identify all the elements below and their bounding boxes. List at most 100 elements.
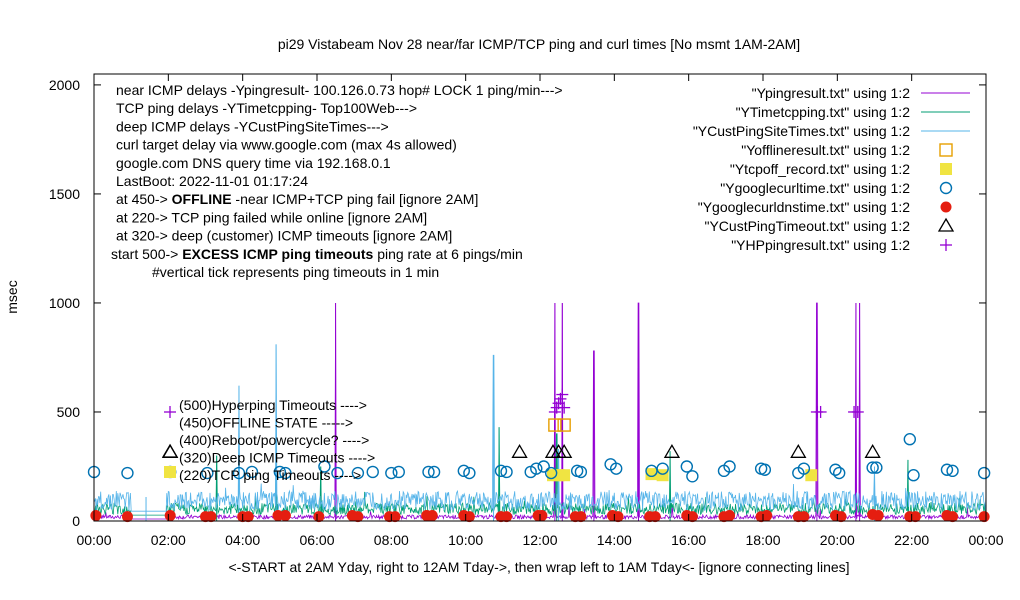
point-filled-circle-27	[649, 511, 661, 523]
legend-swatch-3	[939, 143, 953, 157]
point-open-circle-31	[686, 470, 699, 483]
point-open-circle-3	[201, 466, 214, 480]
point-plus-9	[851, 405, 864, 418]
point-filled-square-3	[645, 468, 658, 481]
marker-key-square	[164, 466, 176, 478]
point-open-square-1	[557, 418, 571, 432]
x-tick-label: 04:00	[225, 532, 260, 548]
point-open-circle-39	[832, 466, 846, 480]
legend-label-8: "YHPpingresult.txt" using 1:2	[731, 237, 910, 253]
point-filled-circle-23	[575, 511, 587, 523]
point-open-circle-40	[866, 461, 879, 474]
point-open-circle-22	[537, 460, 550, 473]
point-open-square-0	[548, 418, 562, 432]
point-open-circle-12	[385, 466, 398, 480]
point-open-circle-44	[940, 463, 954, 476]
x-tick-label: 22:00	[894, 532, 929, 548]
point-open-circle-21	[530, 462, 543, 475]
point-open-circle-4	[232, 466, 246, 480]
point-open-circle-45	[946, 464, 959, 478]
legend-label-1: "YTimetcpping.txt" using 1:2	[736, 104, 911, 120]
point-filled-circle-9	[313, 511, 325, 523]
y-tick-label: 1500	[49, 186, 80, 202]
point-open-circle-35	[758, 463, 772, 476]
point-open-triangle-1	[511, 444, 528, 458]
point-open-triangle-4	[556, 444, 573, 458]
note-line-2: deep ICMP delays -YCustPingSiteTimes--->	[116, 118, 389, 134]
point-filled-circle-41	[909, 511, 921, 523]
y-tick-label: 500	[57, 404, 81, 420]
point-open-circle-46	[977, 466, 991, 480]
point-filled-square-2	[558, 469, 571, 482]
point-filled-circle-2	[164, 510, 176, 522]
point-filled-circle-0	[90, 510, 102, 522]
point-open-circle-17	[463, 466, 476, 480]
marker-key-label-1: (450)OFFLINE STATE ----->	[179, 415, 353, 431]
point-open-circle-33	[723, 460, 736, 473]
point-filled-circle-11	[352, 511, 364, 523]
x-tick-label: 00:00	[76, 532, 111, 548]
point-filled-circle-31	[724, 510, 736, 522]
legend-label-7: "YCustPingTimeout.txt" using 1:2	[704, 218, 910, 234]
point-open-circle-13	[392, 465, 405, 479]
point-open-circle-6	[273, 465, 287, 479]
note-line-4: google.com DNS query time via 192.168.0.…	[116, 155, 391, 171]
point-open-triangle-7	[864, 444, 881, 458]
point-filled-circle-6	[242, 511, 254, 523]
note-line-9: start 500-> EXCESS ICMP ping timeouts pi…	[111, 246, 523, 262]
point-filled-circle-37	[835, 511, 847, 523]
legend-swatch-6	[940, 201, 952, 213]
point-open-circle-11	[366, 465, 379, 479]
point-filled-circle-35	[798, 511, 810, 523]
x-tick-label: 20:00	[820, 532, 855, 548]
axes-layer: 0 500 1000 1500 2000 00:00 02:00 04:00 06:00 08:0…	[49, 74, 1004, 548]
legend-label-4: "Ytcpoff_record.txt" using 1:2	[730, 161, 910, 177]
x-tick-label: 18:00	[745, 532, 780, 548]
x-axis-label: <-START at 2AM Yday, right to 12AM Tday-…	[228, 559, 849, 575]
legend-swatch-4	[940, 163, 952, 175]
point-open-triangle-5	[663, 444, 681, 458]
point-filled-square-4	[656, 469, 669, 482]
y-tick-label: 0	[72, 513, 80, 529]
x-tick-label: 00:00	[968, 532, 1003, 548]
marker-key-triangle	[161, 443, 179, 458]
legend-label-2: "YCustPingSiteTimes.txt" using 1:2	[693, 123, 910, 139]
point-filled-circle-43	[947, 511, 959, 523]
point-open-circle-23	[544, 466, 558, 480]
series-line-2	[93, 344, 987, 512]
marker-key-label-0: (500)Hyperping Timeouts ---->	[179, 397, 367, 413]
point-filled-circle-1	[121, 511, 133, 523]
legend-label-3: "Yofflineresult.txt" using 1:2	[741, 142, 910, 158]
point-open-circle-18	[494, 464, 508, 478]
x-tick-label: 16:00	[671, 532, 706, 548]
marker-key-plus	[164, 406, 176, 418]
point-open-circle-42	[903, 433, 917, 446]
annotation-layer: near ICMP delays -Ypingresult- 100.126.0…	[111, 82, 563, 483]
point-open-circle-15	[427, 465, 441, 479]
point-filled-circle-8	[279, 510, 291, 522]
point-filled-circle-25	[612, 511, 624, 523]
point-filled-circle-29	[686, 511, 698, 523]
point-open-circle-16	[457, 464, 471, 478]
x-tick-label: 10:00	[448, 532, 483, 548]
note-line-5: LastBoot: 2022-11-01 01:17:24	[116, 173, 308, 189]
point-filled-circle-4	[205, 511, 217, 523]
point-open-circle-41	[870, 461, 883, 474]
point-open-circle-5	[245, 465, 259, 479]
point-open-circle-9	[331, 466, 344, 480]
note-line-8: at 320-> deep (customer) ICMP timeouts […	[116, 228, 452, 244]
point-plus-7	[814, 405, 827, 418]
marker-key-label-2: (400)Reboot/powercycle? ---->	[179, 432, 369, 448]
note-line-10: #vertical tick represents ping timeouts …	[152, 264, 439, 280]
point-filled-circle-19	[501, 511, 513, 523]
point-plus-5	[558, 401, 571, 414]
legend-swatch-8	[940, 239, 952, 251]
point-filled-circle-33	[761, 510, 773, 522]
note-line-1: TCP ping delays -YTimetcpping- Top100Web…	[116, 100, 417, 116]
marker-key-label-3: (320)Deep ICMP Timeouts ---->	[179, 450, 375, 466]
legend-label-6: "Ygooglecurldnstime.txt" using 1:2	[698, 199, 910, 215]
x-tick-label: 12:00	[522, 532, 557, 548]
point-open-circle-25	[574, 465, 588, 479]
legend-label-0: "Ypingresult.txt" using 1:2	[752, 85, 911, 101]
